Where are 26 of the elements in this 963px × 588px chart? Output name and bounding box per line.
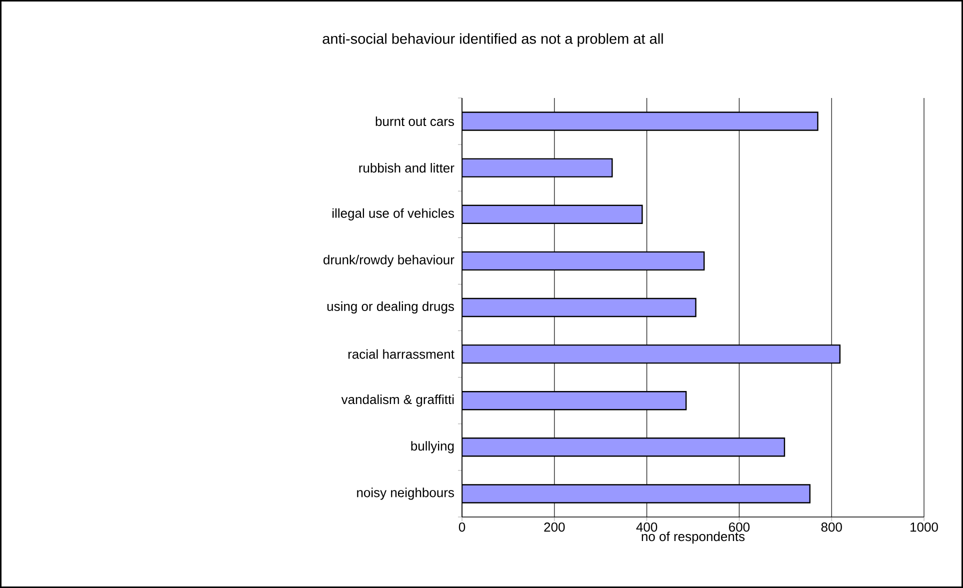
y-tick-label: rubbish and litter	[359, 163, 454, 173]
x-tick-label: 600	[729, 522, 750, 532]
chart-title: anti-social behaviour identified as not a problem at all	[322, 33, 663, 47]
y-tick-label: bullying	[411, 441, 454, 454]
bar	[462, 438, 786, 457]
bar	[462, 484, 810, 504]
y-tick-label: noisy neighbours	[357, 488, 454, 500]
y-tick-label: illegal use of vehicles	[332, 208, 454, 220]
bar	[462, 391, 687, 410]
y-tick-label: burnt out cars	[376, 116, 454, 126]
y-tick-label: using or dealing drugs	[327, 301, 454, 314]
x-tick-label: 800	[821, 522, 842, 532]
x-tick-label: 200	[544, 522, 565, 532]
bar	[462, 344, 841, 364]
y-tick-label: drunk/rowdy behaviour	[324, 254, 454, 267]
x-tick-label: 400	[636, 522, 658, 532]
y-tick-label: vandalism & graffitti	[341, 394, 454, 407]
x-tick-label: 0	[458, 522, 466, 532]
bar	[462, 204, 643, 224]
bar	[462, 298, 696, 318]
bar	[462, 112, 818, 131]
bar	[462, 251, 705, 271]
x-axis-title: no of respondents	[642, 532, 745, 544]
bar	[462, 158, 613, 178]
x-tick-label: 1000	[910, 522, 938, 532]
y-tick-label: racial harrassment	[348, 349, 454, 359]
